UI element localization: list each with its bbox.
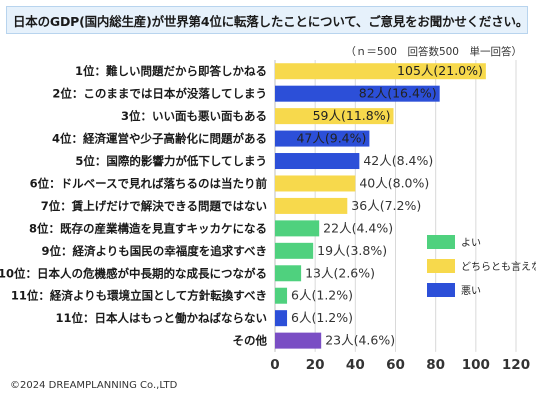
data-label: 105人(21.0%) xyxy=(397,63,483,78)
title-bar: 日本のGDP(国内総生産)が世界第4位に転落したことについて、ご意見をお聞かせく… xyxy=(6,6,528,34)
x-tick-label: 80 xyxy=(426,357,445,373)
bar xyxy=(275,265,302,282)
legend-label: よい xyxy=(461,237,481,249)
data-label: 42人(8.4%) xyxy=(363,153,433,168)
copyright-footer: ©2024 DREAMPLANNING Co.,LTD xyxy=(10,380,178,391)
x-tick-label: 100 xyxy=(462,357,490,373)
x-tick-label: 120 xyxy=(502,357,530,373)
category-label: 5位：国際的影響力が低下してしまう xyxy=(75,154,267,168)
bar xyxy=(275,175,356,192)
bar xyxy=(275,197,348,214)
category-label: 1位：難しい問題だから即答しかねる xyxy=(75,64,267,78)
category-label: 7位：賃上げだけで解決できる問題ではない xyxy=(41,199,267,213)
category-label: 8位：既存の産業構造を見直すキッカケになる xyxy=(29,221,267,235)
bar xyxy=(275,287,288,304)
x-tick-label: 60 xyxy=(386,357,405,373)
category-label: 2位：このままでは日本が没落してしまう xyxy=(52,87,267,101)
chart-title: 日本のGDP(国内総生産)が世界第4位に転落したことについて、ご意見をお聞かせく… xyxy=(13,13,529,29)
data-label: 22人(4.4%) xyxy=(323,220,393,235)
category-label: 9位：経済よりも国民の幸福度を追求すべき xyxy=(42,244,267,258)
legend-swatch xyxy=(427,235,455,249)
legend-swatch xyxy=(427,283,455,297)
data-label: 19人(3.8%) xyxy=(317,243,387,258)
data-label: 59人(11.8%) xyxy=(313,108,391,123)
category-label: その他 xyxy=(233,334,268,348)
bar xyxy=(275,242,314,259)
category-label: 11位：日本人はもっと働かねばならない xyxy=(55,311,267,325)
x-tick-label: 0 xyxy=(270,357,279,373)
bar xyxy=(275,63,486,80)
data-label: 40人(8.0%) xyxy=(359,175,429,190)
bar xyxy=(275,220,320,237)
data-label: 47人(9.4%) xyxy=(296,131,366,146)
data-label: 13人(2.6%) xyxy=(305,265,375,280)
bar xyxy=(275,130,370,147)
category-label: 4位：経済運営や少子高齢化に問題がある xyxy=(52,132,267,146)
x-tick-label: 20 xyxy=(306,357,325,373)
bar xyxy=(275,85,440,102)
bar xyxy=(275,310,288,327)
data-label: 23人(4.6%) xyxy=(325,333,395,348)
bar xyxy=(275,153,360,170)
bar xyxy=(275,332,322,349)
data-label: 36人(7.2%) xyxy=(351,198,421,213)
legend-label: どちらとも言えない xyxy=(461,260,536,273)
category-label: 3位：いい面も悪い面もある xyxy=(121,109,267,123)
data-label: 6人(1.2%) xyxy=(291,310,353,325)
legend-label: 悪い xyxy=(461,285,481,297)
bar xyxy=(275,108,394,125)
data-label: 82人(16.4%) xyxy=(359,86,437,101)
data-label: 6人(1.2%) xyxy=(291,288,353,303)
category-label: 11位：経済よりも環境立国として方針転換すべき xyxy=(11,289,267,303)
category-label: 6位：ドルベースで見れば落ちるのは当たり前 xyxy=(30,176,268,190)
category-label: 10位：日本人の危機感が中長期的な成長につながる xyxy=(0,266,267,280)
legend-swatch xyxy=(427,259,455,273)
sample-note: （ｎ＝500 回答数500 単一回答） xyxy=(345,46,522,58)
x-tick-label: 40 xyxy=(346,357,365,373)
